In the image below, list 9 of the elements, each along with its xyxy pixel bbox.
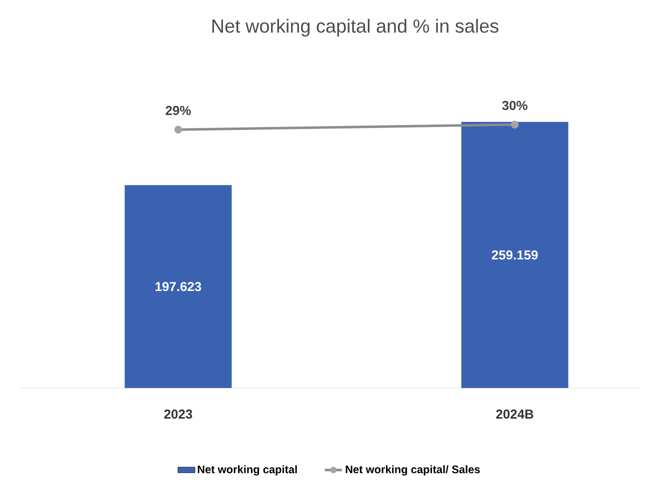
x-tick-label: 2023 bbox=[164, 410, 192, 419]
data-label: 197.623 bbox=[156, 282, 202, 292]
legend-label: Net working capital/ Sales bbox=[346, 465, 480, 476]
data-label: 30% bbox=[502, 100, 528, 110]
chart-title: Net working capital and % in sales bbox=[212, 18, 498, 36]
legend-label: Net working capital bbox=[198, 465, 297, 476]
data-label: 259.159 bbox=[492, 250, 538, 260]
data-label: 29% bbox=[166, 106, 191, 116]
x-tick-label: 2024B bbox=[496, 410, 534, 419]
